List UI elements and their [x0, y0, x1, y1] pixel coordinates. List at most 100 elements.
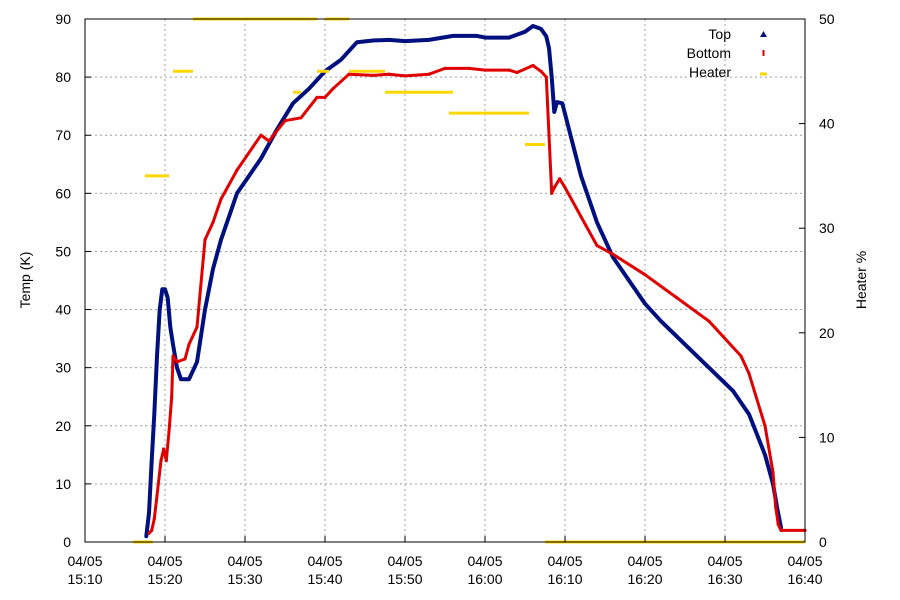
x-tick-time: 16:10	[547, 571, 582, 587]
top-point	[547, 46, 551, 50]
series-top	[144, 24, 783, 539]
top-point	[683, 342, 687, 346]
top-point	[763, 453, 767, 457]
x-tick-date: 04/05	[67, 553, 102, 569]
x-tick-date: 04/05	[627, 553, 662, 569]
bottom-point	[483, 68, 487, 72]
y-tick-label: 10	[55, 476, 71, 492]
bottom-point	[150, 528, 154, 533]
y2-tick-label: 0	[819, 534, 827, 550]
bottom-point	[771, 470, 775, 474]
top-point	[168, 325, 172, 329]
x-tick-time: 15:30	[227, 571, 262, 587]
top-point	[355, 40, 359, 44]
bottom-point	[283, 119, 287, 123]
legend-swatch	[762, 50, 765, 56]
bottom-point	[315, 95, 319, 99]
top-trace	[144, 24, 783, 539]
bottom-point	[563, 185, 567, 190]
top-point	[155, 354, 159, 358]
top-point	[707, 366, 711, 370]
plot-frame	[84, 18, 806, 543]
x-tick-date: 04/05	[547, 553, 582, 569]
bottom-point	[515, 70, 519, 75]
y-tick-label: 20	[55, 418, 71, 434]
top-point	[427, 38, 431, 42]
bottom-point	[155, 493, 159, 498]
top-point	[203, 308, 207, 312]
bottom-point	[552, 185, 556, 190]
y2-axis-label: Heater %	[853, 251, 869, 309]
y-tick-label: 50	[55, 243, 71, 259]
y-tick-label: 40	[55, 302, 71, 318]
bottom-point	[347, 72, 351, 76]
top-point	[627, 278, 631, 283]
legend-swatch	[760, 31, 767, 37]
top-point	[544, 34, 548, 39]
top-point	[307, 87, 311, 91]
bottom-point	[371, 73, 375, 77]
y-tick-label: 60	[55, 185, 71, 201]
top-point	[175, 366, 179, 370]
y2-tick-label: 40	[819, 116, 835, 132]
bottom-point	[203, 238, 207, 242]
bottom-point	[387, 72, 391, 76]
bottom-point	[747, 371, 751, 376]
y2-tick-label: 20	[819, 325, 835, 341]
top-point	[187, 377, 191, 381]
bottom-trace	[147, 64, 807, 535]
bottom-point	[219, 197, 223, 201]
bottom-point	[643, 273, 647, 277]
bottom-point	[550, 191, 554, 195]
legend-label: Bottom	[687, 45, 731, 61]
bottom-point	[267, 139, 271, 143]
series-heater	[133, 17, 805, 544]
top-point	[475, 34, 479, 38]
y2-axis: 0 10 20 30 40 50	[799, 11, 835, 550]
top-point	[227, 215, 231, 219]
bottom-point	[544, 75, 548, 79]
bottom-point	[167, 430, 171, 434]
bottom-point	[595, 244, 599, 248]
bottom-point	[331, 87, 335, 91]
series-bottom	[147, 63, 807, 535]
y-tick-label: 80	[55, 69, 71, 85]
x-tick-time: 16:30	[707, 571, 742, 587]
top-point	[595, 220, 599, 224]
bottom-point	[159, 459, 163, 463]
x-tick-time: 15:20	[147, 571, 182, 587]
top-point	[567, 127, 571, 131]
top-point	[507, 36, 511, 40]
x-tick-date: 04/05	[787, 553, 822, 569]
top-point	[579, 174, 583, 178]
x-tick-time: 15:50	[387, 571, 422, 587]
bottom-point	[579, 215, 583, 219]
top-point	[539, 27, 543, 31]
top-point	[179, 377, 183, 381]
top-point	[550, 75, 554, 79]
top-point	[555, 100, 559, 104]
top-point	[531, 24, 535, 28]
bottom-point	[539, 69, 543, 73]
y-axis-label: Temp (K)	[17, 252, 33, 309]
top-point	[259, 156, 263, 161]
x-axis: 04/05 15:10 04/05 15:20 04/05 15:30 04/05 15:40…	[67, 536, 823, 587]
x-tick-time: 16:40	[787, 571, 822, 587]
bottom-point	[467, 66, 471, 70]
top-point	[339, 58, 343, 62]
top-point	[219, 238, 223, 242]
bottom-point	[323, 95, 327, 99]
x-tick-date: 04/05	[307, 553, 342, 569]
bottom-point	[299, 116, 303, 120]
bottom-point	[547, 133, 551, 137]
top-point	[211, 267, 215, 271]
legend-label: Top	[708, 26, 731, 42]
top-point	[483, 36, 487, 40]
x-tick-date: 04/05	[467, 553, 502, 569]
x-tick-time: 16:20	[627, 571, 662, 587]
top-point	[747, 412, 751, 416]
y-tick-label: 30	[55, 360, 71, 376]
top-point	[144, 534, 148, 538]
y-axis: 0 10 20 30 40 50 60 70 80 90	[55, 11, 91, 550]
